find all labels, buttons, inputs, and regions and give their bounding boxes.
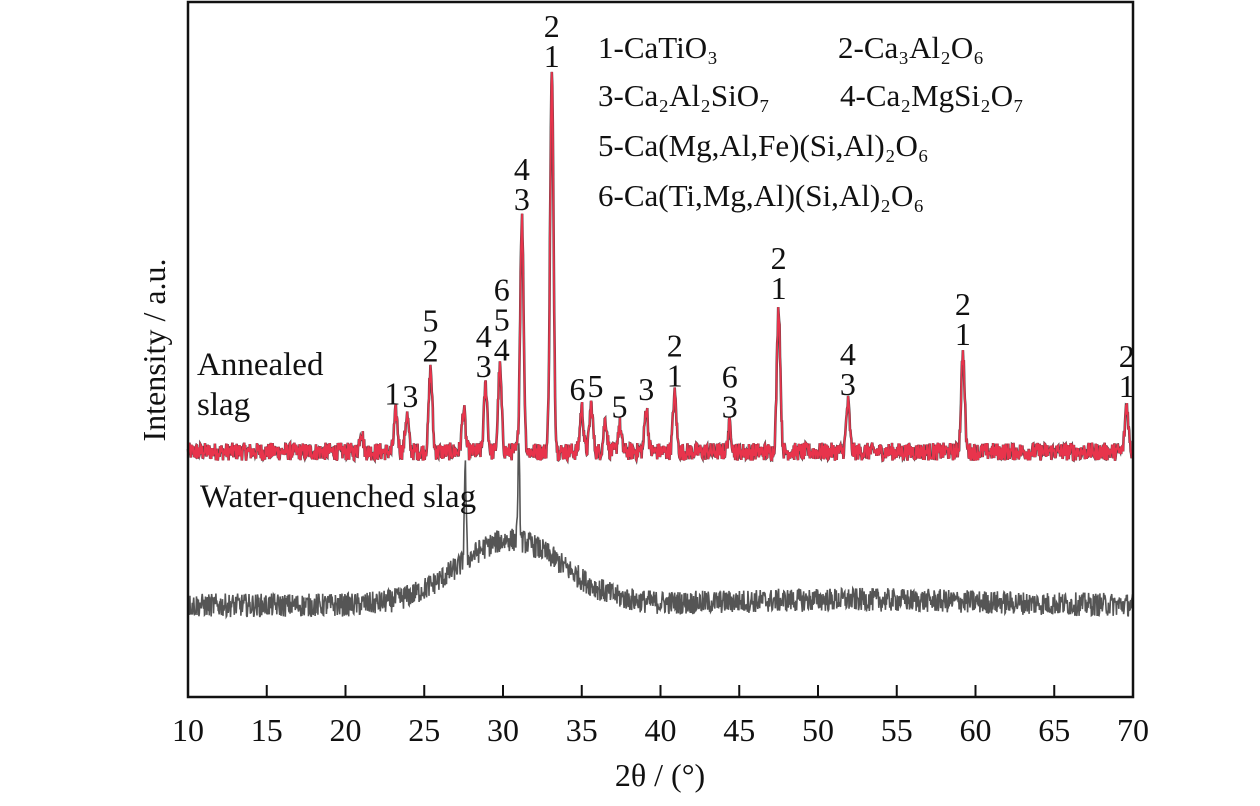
x-tick-label: 30 bbox=[487, 712, 519, 748]
peak-label: 2 bbox=[544, 8, 560, 44]
peak-label: 2 bbox=[1119, 338, 1135, 374]
peak-label: 3 bbox=[402, 378, 418, 414]
x-tick-label: 35 bbox=[566, 712, 598, 748]
peak-label: 3 bbox=[638, 371, 654, 407]
x-axis: 10 15 20 25 30 35 40 45 50 55 60 65 70 bbox=[172, 685, 1149, 748]
peak-label-stack: 1 bbox=[384, 376, 400, 412]
peak-label-stack: 5 bbox=[612, 388, 628, 424]
legend: 1-CaTiO₃ 2-Ca₃Al₂O₆ 3-Ca₂Al₂SiO₇ 4-Ca₂Mg… bbox=[598, 30, 1024, 213]
peak-label: 5 bbox=[588, 368, 604, 404]
peak-label: 2 bbox=[771, 240, 787, 276]
peak-label-stack: 456 bbox=[494, 271, 510, 367]
y-axis-title: Intensity / a.u. bbox=[136, 258, 172, 441]
legend-entry-3: 3-Ca₂Al₂SiO₇ bbox=[598, 78, 770, 113]
peak-label: 2 bbox=[667, 328, 683, 364]
legend-entry-2: 2-Ca₃Al₂O₆ bbox=[838, 30, 984, 65]
peak-label: 5 bbox=[494, 301, 510, 337]
peak-label: 6 bbox=[570, 371, 586, 407]
peak-label: 4 bbox=[494, 331, 510, 367]
peak-label-stack: 3 bbox=[638, 371, 654, 407]
peak-label-stack: 12 bbox=[955, 286, 971, 352]
peak-label-stack: 34 bbox=[514, 151, 530, 217]
peak-label-stack: 12 bbox=[667, 328, 683, 394]
peak-label-stack: 34 bbox=[476, 318, 492, 384]
x-tick-label: 60 bbox=[960, 712, 992, 748]
peak-label: 4 bbox=[840, 336, 856, 372]
x-tick-label: 10 bbox=[172, 712, 204, 748]
x-tick-label: 25 bbox=[408, 712, 440, 748]
peak-label-stack: 3 bbox=[402, 378, 418, 414]
peak-label-stack: 12 bbox=[1119, 338, 1135, 404]
peak-label-stack: 6 bbox=[570, 371, 586, 407]
peak-label-stack: 34 bbox=[840, 336, 856, 402]
peak-label: 4 bbox=[476, 318, 492, 354]
x-tick-label: 50 bbox=[802, 712, 834, 748]
peak-label-stack: 12 bbox=[544, 8, 560, 74]
series-label-water-quenched: Water-quenched slag bbox=[200, 479, 476, 515]
water-quenched-slag-trace bbox=[187, 443, 1134, 620]
annealed-slag-trace bbox=[187, 71, 1134, 464]
peak-label: 1 bbox=[955, 316, 971, 352]
peak-label: 5 bbox=[423, 303, 439, 339]
peak-label: 3 bbox=[722, 388, 738, 424]
x-tick-label: 20 bbox=[330, 712, 362, 748]
peak-label: 3 bbox=[476, 348, 492, 384]
peak-label-stack: 25 bbox=[423, 303, 439, 369]
legend-entry-6: 6-Ca(Ti,Mg,Al)(Si,Al)₂O₆ bbox=[598, 178, 924, 213]
peak-label: 1 bbox=[384, 376, 400, 412]
peak-label: 2 bbox=[423, 333, 439, 369]
peak-label: 6 bbox=[722, 358, 738, 394]
legend-entry-4: 4-Ca₂MgSi₂O₇ bbox=[840, 78, 1024, 113]
peak-label: 1 bbox=[667, 358, 683, 394]
x-tick-label: 65 bbox=[1038, 712, 1070, 748]
peak-label: 6 bbox=[494, 271, 510, 307]
x-tick-label: 40 bbox=[645, 712, 677, 748]
x-tick-label: 45 bbox=[723, 712, 755, 748]
peak-label: 1 bbox=[1119, 368, 1135, 404]
legend-entry-1: 1-CaTiO₃ bbox=[598, 30, 718, 65]
peak-label: 2 bbox=[955, 286, 971, 322]
x-tick-label: 15 bbox=[251, 712, 283, 748]
x-tick-label: 55 bbox=[881, 712, 913, 748]
peak-label: 1 bbox=[771, 270, 787, 306]
peak-label: 1 bbox=[544, 38, 560, 74]
peak-label-stack: 12 bbox=[771, 240, 787, 306]
peak-label-stack: 5 bbox=[588, 368, 604, 404]
peak-label: 3 bbox=[514, 181, 530, 217]
series-label-annealed-line2: slag bbox=[197, 387, 250, 423]
peak-label-stack: 36 bbox=[722, 358, 738, 424]
x-axis-title: 2θ / (°) bbox=[615, 757, 705, 793]
peak-label: 3 bbox=[840, 366, 856, 402]
legend-entry-5: 5-Ca(Mg,Al,Fe)(Si,Al)₂O₆ bbox=[598, 128, 929, 163]
x-tick-label: 70 bbox=[1117, 712, 1149, 748]
series-label-annealed-line1: Annealed bbox=[197, 347, 324, 383]
traces bbox=[186, 71, 1134, 620]
peak-label: 4 bbox=[514, 151, 530, 187]
peak-label: 5 bbox=[612, 388, 628, 424]
